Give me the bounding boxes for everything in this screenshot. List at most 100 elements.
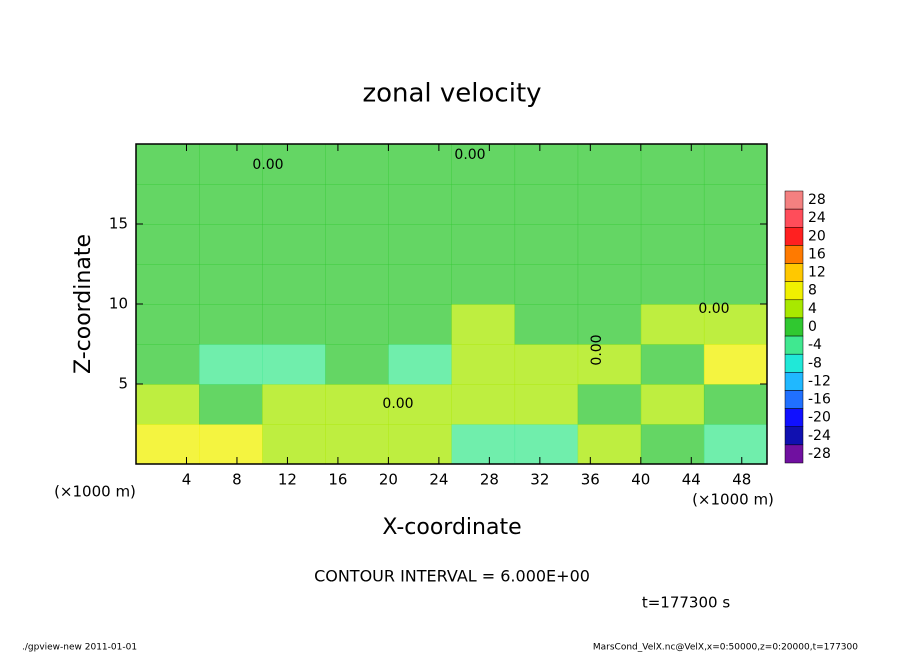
heatmap-cell [640, 224, 705, 265]
y-tick-label: 5 [118, 375, 128, 393]
footer-left: ./gpview-new 2011-01-01 [22, 643, 137, 653]
heatmap-cell [514, 224, 579, 265]
heatmap-cell [451, 184, 516, 225]
contour-label: 0.00 [252, 157, 283, 173]
heatmap-cell [577, 304, 642, 345]
time-label: t=177300 s [642, 594, 730, 612]
x-tick-label: 24 [429, 471, 448, 489]
heatmap-cell [199, 344, 263, 385]
heatmap-cell [388, 144, 452, 185]
colorbar-box [784, 335, 804, 355]
heatmap-cell [451, 344, 516, 385]
heatmap-cell [262, 184, 326, 225]
colorbar-label: -16 [808, 392, 831, 408]
heatmap-cell [703, 424, 768, 465]
heatmap-cell [325, 224, 389, 265]
colorbar-label: 24 [808, 210, 826, 226]
colorbar-box [784, 190, 804, 210]
x-unit: (×1000 m) [692, 491, 774, 509]
heatmap-cell [640, 424, 705, 465]
heatmap-cell [514, 344, 579, 385]
heatmap-cell [640, 344, 705, 385]
colorbar-box [784, 245, 804, 264]
heatmap-cell [640, 304, 705, 345]
heatmap-cell [199, 224, 263, 265]
heatmap-cell [703, 184, 768, 225]
heatmap-cell [262, 384, 326, 425]
heatmap-cell [136, 144, 200, 185]
heatmap-cell [325, 344, 389, 385]
colorbar-box [784, 444, 804, 464]
heatmap-cell [388, 304, 452, 345]
heatmap-cell [703, 344, 768, 385]
contour-label: 0.00 [589, 334, 605, 365]
colorbar-label: -20 [808, 410, 831, 426]
colorbar-box [784, 426, 804, 446]
heatmap-cell [451, 304, 516, 345]
colorbar-label: 28 [808, 192, 826, 208]
x-tick-label: 8 [232, 471, 242, 489]
heatmap-cell [262, 304, 326, 345]
colorbar-box [784, 263, 804, 282]
heatmap-cell [325, 144, 389, 185]
colorbar-label: 16 [808, 246, 826, 262]
heatmap-cell [388, 424, 452, 465]
heatmap-cell [388, 384, 452, 425]
colorbar-box [784, 208, 804, 228]
heatmap-cell [577, 144, 642, 185]
heatmap-cell [514, 424, 579, 465]
heatmap-cell [136, 384, 200, 425]
colorbar-box [784, 390, 804, 409]
heatmap-cell [640, 144, 705, 185]
colorbar-label: 0 [808, 319, 817, 335]
heatmap-cell [325, 304, 389, 345]
heatmap-cell [703, 264, 768, 305]
heatmap-cell [262, 224, 326, 265]
colorbar-label: 8 [808, 283, 817, 299]
heatmap-cell [451, 224, 516, 265]
x-tick-label: 40 [631, 471, 650, 489]
heatmap-cell [388, 184, 452, 225]
heatmap-cell [199, 424, 263, 465]
colorbar-box [784, 372, 804, 391]
x-axis-label: X-coordinate [382, 515, 521, 540]
heatmap-cell [325, 424, 389, 465]
colorbar-label: -28 [808, 446, 831, 462]
colorbar-label: -24 [808, 428, 831, 444]
colorbar-box [784, 281, 804, 301]
heatmap-cell [577, 184, 642, 225]
heatmap-cell [514, 304, 579, 345]
heatmap-cell [640, 264, 705, 305]
heatmap-cell [136, 264, 200, 305]
heatmap-cell [703, 144, 768, 185]
x-unit: (×1000 m) [54, 483, 136, 501]
y-tick-label: 10 [109, 295, 128, 313]
heatmap-cell [451, 264, 516, 305]
heatmap-cell [451, 384, 516, 425]
heatmap-cell [199, 264, 263, 305]
colorbar-box [784, 299, 804, 319]
heatmap-cell [325, 264, 389, 305]
x-tick-label: 44 [682, 471, 701, 489]
heatmap-cell [325, 184, 389, 225]
heatmap-cell [514, 264, 579, 305]
x-tick-label: 20 [379, 471, 398, 489]
colorbar-label: -4 [808, 337, 822, 353]
contour-interval: CONTOUR INTERVAL = 6.000E+00 [314, 567, 590, 586]
colorbar-box [784, 408, 804, 427]
contour-label: 0.00 [698, 301, 729, 317]
heatmap-cell [703, 304, 768, 345]
heatmap-cell [136, 344, 200, 385]
heatmap-cell [262, 144, 326, 185]
chart-title: zonal velocity [362, 79, 541, 109]
heatmap-cell [136, 224, 200, 265]
heatmap-cell [640, 384, 705, 425]
colorbar-label: -12 [808, 373, 831, 389]
heatmap-cell [577, 344, 642, 385]
x-tick-label: 48 [732, 471, 751, 489]
heatmap-cell [514, 144, 579, 185]
heatmap-cell [577, 224, 642, 265]
heatmap-cell [262, 424, 326, 465]
colorbar-label: 12 [808, 265, 826, 281]
